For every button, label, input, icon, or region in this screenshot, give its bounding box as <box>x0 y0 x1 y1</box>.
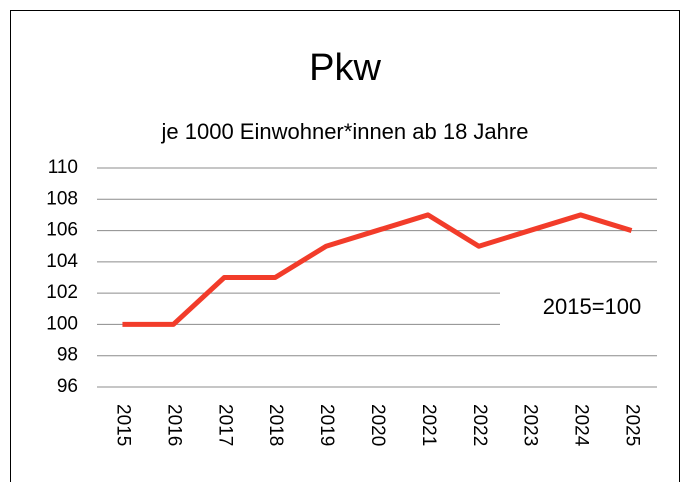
x-tick-label: 2018 <box>265 404 286 446</box>
chart-title: Pkw <box>309 47 381 89</box>
x-tick-label: 2023 <box>520 404 541 446</box>
y-tick-label: 96 <box>57 376 78 397</box>
y-tick-label: 108 <box>46 188 78 209</box>
x-tick-label: 2016 <box>163 404 184 446</box>
annotation-box <box>500 280 660 336</box>
data-line <box>122 212 633 327</box>
chart-border <box>10 10 680 482</box>
y-tick-label: 98 <box>57 345 78 366</box>
x-tick-label: 2022 <box>469 404 490 446</box>
grid <box>97 167 657 388</box>
annotation: 2015=100 <box>543 294 642 319</box>
x-tick-label: 2024 <box>571 404 592 447</box>
y-tick-label: 110 <box>48 157 78 178</box>
x-tick-label: 2019 <box>316 404 337 446</box>
y-tick-label: 100 <box>46 313 78 334</box>
x-tick-label: 2017 <box>214 404 235 446</box>
x-tick-label: 2025 <box>622 404 643 446</box>
x-tick-label: 2015 <box>112 404 133 446</box>
x-tick-label: 2020 <box>367 404 388 446</box>
y-tick-label: 102 <box>46 282 78 303</box>
chart-subtitle: je 1000 Einwohner*innen ab 18 Jahre <box>161 119 529 144</box>
y-tick-label: 106 <box>46 220 78 241</box>
y-tick-label: 104 <box>46 251 78 272</box>
x-tick-label: 2021 <box>418 404 439 446</box>
